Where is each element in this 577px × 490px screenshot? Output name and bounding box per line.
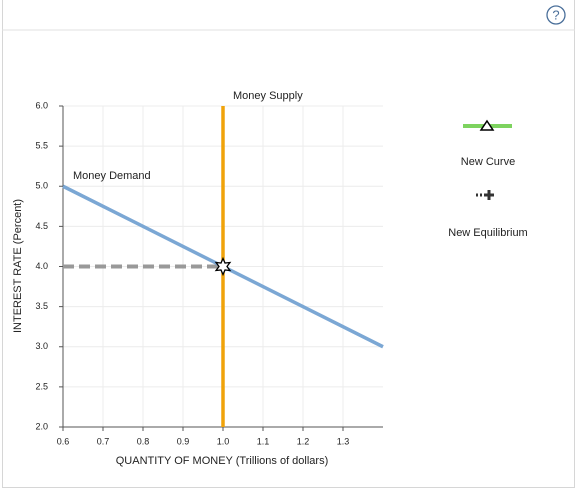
x-axis-label: QUANTITY OF MONEY (Trillions of dollars) (116, 455, 329, 467)
new-curve-marker[interactable] (479, 119, 495, 131)
new-curve-tool[interactable]: New Curve (461, 119, 515, 168)
y-tick-label: 3.0 (35, 341, 48, 351)
x-tick-label: 0.9 (177, 436, 190, 446)
x-tick-label: 1.3 (337, 436, 350, 446)
y-tick-label: 5.5 (35, 141, 48, 151)
x-tick-label: 1.0 (217, 436, 230, 446)
help-circle[interactable] (546, 5, 566, 25)
x-tick-label: 1.1 (257, 436, 270, 446)
new-equilibrium-tool[interactable]: New Equilibrium (448, 190, 528, 239)
y-axis-label: INTEREST RATE (Percent) (12, 199, 24, 333)
equilibrium-point (214, 256, 232, 277)
series-label: Money Supply (233, 90, 303, 102)
x-tick-label: 0.8 (137, 436, 150, 446)
x-tick-label: 0.7 (97, 436, 110, 446)
help-icon[interactable]: ? (552, 7, 559, 22)
help-button[interactable]: ? (546, 5, 566, 25)
y-tick-label: 2.5 (35, 381, 48, 391)
y-tick-label: 5.0 (35, 181, 48, 191)
series-label: Money Demand (73, 170, 151, 182)
x-tick-label: 0.6 (57, 436, 70, 446)
new-equilibrium-icon[interactable] (484, 190, 494, 200)
y-tick-label: 4.0 (35, 261, 48, 271)
y-tick-label: 4.5 (35, 221, 48, 231)
tool-label[interactable]: New Equilibrium (448, 227, 527, 239)
y-tick-label: 6.0 (35, 100, 48, 110)
x-tick-label: 1.2 (297, 436, 310, 446)
y-tick-label: 2.0 (35, 421, 48, 431)
y-tick-label: 3.5 (35, 301, 48, 311)
tool-label[interactable]: New Curve (461, 156, 515, 168)
